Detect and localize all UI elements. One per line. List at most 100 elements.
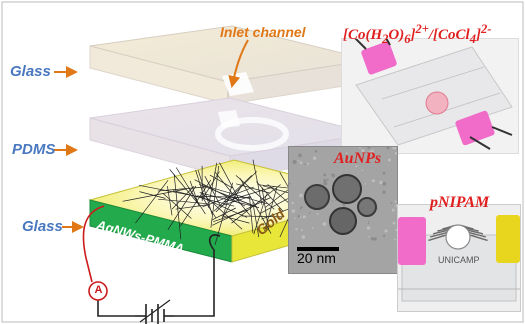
tem-speckle — [373, 237, 377, 241]
tem-speckle — [395, 151, 397, 155]
gold-nanoparticle — [304, 184, 330, 210]
tem-speckle — [297, 214, 301, 218]
tem-speckle — [291, 209, 295, 213]
tem-speckle — [387, 158, 391, 162]
nanowire — [264, 187, 278, 231]
pdms-layer — [89, 97, 373, 179]
tem-speckle — [382, 171, 386, 175]
nanowire — [231, 184, 281, 224]
pnipam-chamber — [445, 224, 471, 250]
nanowire — [209, 174, 233, 189]
glass-top-label: Glass — [10, 63, 51, 80]
binder-clip — [398, 217, 426, 265]
tem-speckle — [331, 173, 333, 176]
nanowire — [256, 181, 284, 212]
tem-speckle — [301, 229, 303, 232]
nanowire — [197, 170, 213, 215]
tem-speckle — [322, 222, 327, 226]
tem-speckle — [394, 200, 397, 203]
nanowire — [210, 165, 220, 228]
tem-speckle — [395, 228, 397, 231]
tem-speckle — [314, 150, 318, 153]
binder-clip — [496, 215, 520, 263]
tem-speckle — [308, 212, 311, 214]
tem-speckle — [292, 160, 297, 164]
nanowire — [221, 185, 242, 219]
nanowire — [213, 209, 249, 223]
tem-speckle — [394, 238, 397, 241]
nanowire — [204, 185, 268, 205]
nanowire — [180, 179, 212, 227]
external-circuit — [82, 205, 221, 317]
nanowire — [200, 191, 243, 230]
nanowire — [259, 198, 289, 215]
tem-micrograph — [288, 146, 398, 274]
tem-speckle — [298, 153, 302, 158]
tem-speckle — [361, 169, 364, 172]
tem-speckle — [312, 156, 317, 160]
nanowire — [139, 191, 166, 199]
nanowire — [202, 186, 254, 208]
tem-speckle — [384, 229, 388, 233]
tem-speckle — [302, 215, 306, 219]
nanowire — [239, 178, 272, 234]
tem-speckle — [391, 208, 395, 212]
tem-speckle — [361, 148, 365, 153]
tem-speckle — [395, 204, 397, 208]
scale-bar — [297, 247, 339, 251]
cobalt-chamber — [425, 91, 449, 115]
nanowire — [221, 196, 251, 207]
nanowire — [261, 187, 270, 231]
scale-bar-label: 20 nm — [297, 250, 336, 266]
tem-speckle — [311, 227, 314, 230]
nanowire — [197, 195, 248, 218]
tem-speckle — [294, 217, 296, 220]
tem-speckle — [371, 149, 374, 153]
nanowire — [235, 175, 275, 210]
unicamp-stamp: UNICAMP — [438, 255, 480, 265]
tem-speckle — [368, 220, 370, 222]
electrode-ray — [469, 231, 487, 238]
tem-speckle — [342, 203, 346, 207]
tem-speckle — [346, 152, 348, 154]
pdms-label: PDMS — [12, 141, 56, 158]
glass-bottom-label: Glass — [22, 218, 63, 235]
nanowire — [135, 180, 169, 224]
pnipam-title: pNIPAM — [430, 194, 490, 211]
nanowire — [219, 162, 240, 201]
inlet-arrow — [228, 39, 249, 88]
electrode-ray — [429, 231, 447, 238]
pnipam-device-drawing: UNICAMP — [398, 205, 520, 311]
tem-speckle — [307, 162, 310, 165]
nanowire — [158, 198, 209, 205]
tem-speckle — [382, 234, 386, 238]
tem-speckle — [355, 165, 358, 168]
nanowire — [204, 176, 222, 208]
tem-speckle — [382, 190, 386, 194]
ammeter-symbol — [88, 281, 108, 301]
tem-drawing — [289, 147, 397, 273]
binder-clip — [354, 39, 397, 75]
pnipam-device-photo: UNICAMP — [397, 204, 521, 312]
nanowire — [223, 186, 275, 203]
tem-speckle — [299, 161, 303, 165]
ammeter-label: A — [94, 284, 103, 296]
tem-speckle — [379, 180, 383, 185]
nanowire — [221, 215, 250, 224]
tem-speckle — [392, 221, 396, 225]
inlet-channel-label: Inlet channel — [220, 24, 306, 40]
tem-speckle — [299, 193, 303, 198]
tem-speckle — [368, 151, 373, 155]
tem-speckle — [392, 147, 396, 150]
gold-nanoparticle — [329, 207, 357, 235]
tem-speckle — [323, 179, 327, 183]
nanowire — [201, 171, 220, 200]
tem-speckle — [295, 228, 298, 231]
electrode-ray — [437, 227, 450, 232]
tem-speckle — [359, 147, 361, 149]
tem-speckle — [367, 147, 371, 149]
gold-nanoparticle — [357, 197, 377, 217]
tem-speckle — [323, 173, 327, 177]
